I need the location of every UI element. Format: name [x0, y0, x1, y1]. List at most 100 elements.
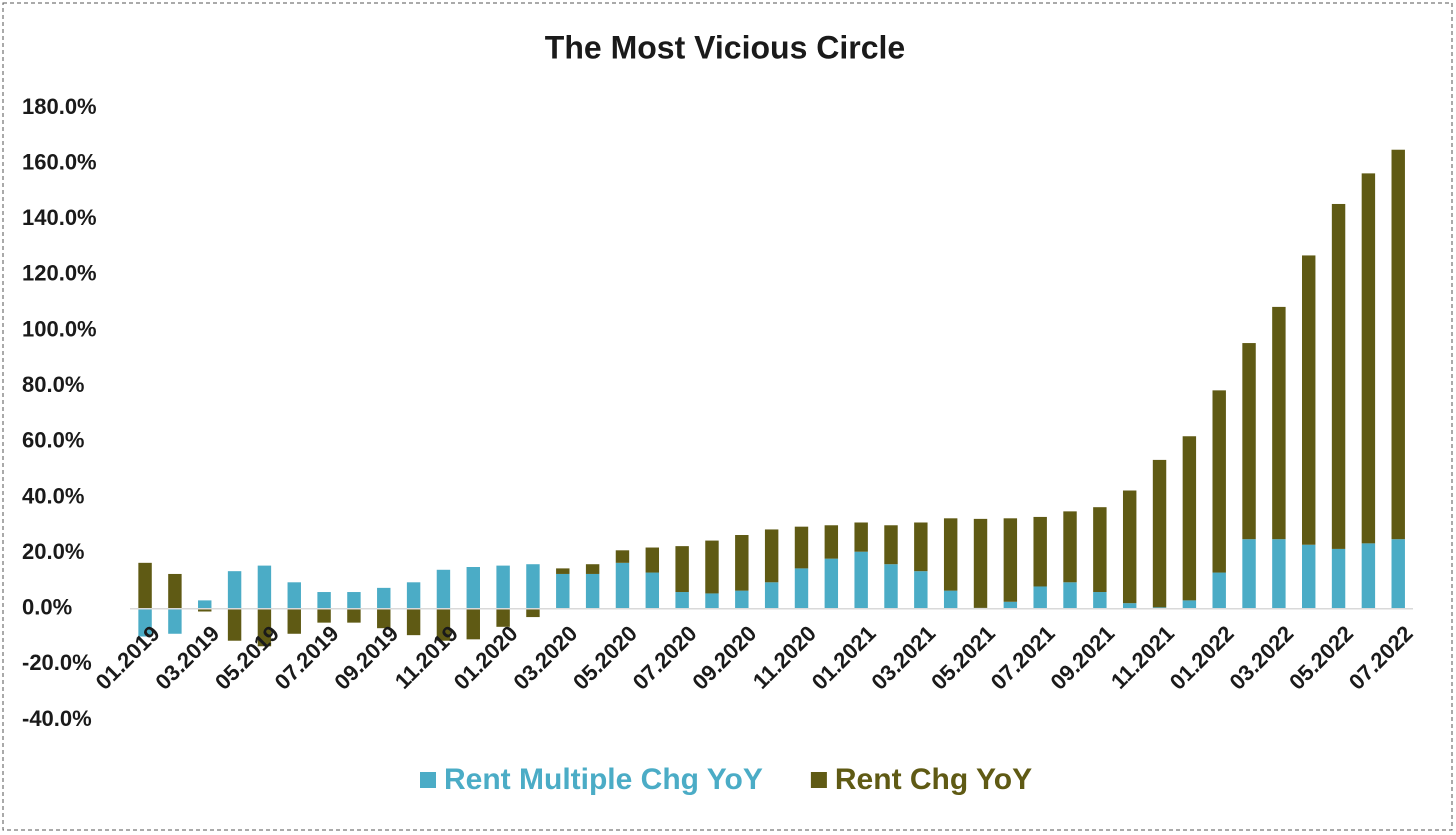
bar [1391, 539, 1405, 609]
bar [227, 571, 242, 609]
bar [1182, 436, 1197, 601]
bar [347, 592, 361, 609]
bar [377, 587, 391, 609]
bar [615, 562, 630, 609]
bar [585, 564, 600, 574]
bar [675, 546, 689, 593]
bar [615, 550, 630, 563]
bar [287, 582, 301, 609]
bar [1331, 203, 1346, 549]
bar [168, 608, 182, 634]
bar [914, 571, 928, 609]
bar [1033, 516, 1047, 587]
bar [168, 573, 182, 609]
bar [645, 572, 660, 609]
bar [257, 608, 272, 647]
bar [466, 567, 480, 609]
y-tick-label: 20.0% [22, 539, 84, 564]
x-tick-label: 07.2019 [270, 621, 344, 695]
bar [973, 518, 988, 608]
x-tick-label: 11.2021 [1106, 621, 1179, 694]
bar [1302, 544, 1316, 609]
x-tick-label: 11.2019 [390, 621, 463, 694]
y-tick-label: 0.0% [22, 595, 72, 620]
bar [1212, 572, 1226, 609]
bar [436, 569, 451, 609]
x-tick-label: 05.2021 [926, 621, 1000, 695]
x-tick-label: 09.2019 [329, 621, 403, 695]
bar [1272, 539, 1286, 609]
bar [526, 608, 540, 618]
bar [198, 608, 212, 612]
x-tick-label: 09.2021 [1045, 621, 1119, 695]
bar [884, 564, 898, 609]
bar [854, 522, 868, 552]
x-tick-label: 01.2020 [449, 621, 523, 695]
y-tick-label: -20.0% [22, 650, 92, 675]
x-tick-label: 07.2022 [1344, 621, 1418, 695]
bar [735, 535, 749, 591]
x-tick-label: 11.2020 [748, 621, 821, 694]
legend-label: Rent Chg YoY [835, 763, 1032, 796]
bar [317, 608, 331, 623]
x-tick-label: 01.2022 [1165, 621, 1239, 695]
bar [406, 608, 421, 636]
bar [227, 608, 242, 641]
x-tick-label: 09.2020 [687, 621, 761, 695]
bar [1033, 586, 1047, 609]
bar [764, 582, 779, 609]
y-tick-label: -40.0% [22, 706, 92, 731]
y-tick-label: 60.0% [22, 428, 84, 453]
bar [436, 608, 451, 641]
bar [645, 547, 660, 573]
x-tick-label: 07.2020 [628, 621, 702, 695]
bar [854, 551, 868, 609]
legend-swatch [810, 772, 827, 788]
bar [914, 522, 928, 572]
y-tick-label: 160.0% [22, 149, 97, 174]
bar [824, 525, 839, 559]
bar [1063, 582, 1077, 609]
bar [1391, 149, 1405, 540]
bar [675, 592, 689, 609]
bar [1003, 518, 1018, 602]
bar [735, 590, 749, 609]
x-tick-label: 01.2021 [807, 621, 881, 695]
bar [943, 590, 958, 609]
x-tick-label: 07.2021 [986, 621, 1060, 695]
chart-title: The Most Vicious Circle [545, 29, 905, 65]
bar [1272, 306, 1286, 540]
y-tick-label: 140.0% [22, 205, 97, 230]
y-tick-label: 100.0% [22, 316, 97, 341]
bar [585, 573, 600, 609]
bar [1063, 511, 1077, 583]
bar [1212, 390, 1226, 573]
bar [705, 593, 719, 609]
bar [138, 562, 152, 609]
x-tick-label: 03.2020 [508, 621, 582, 695]
bar [526, 564, 540, 609]
bar [1361, 543, 1376, 609]
bar [556, 573, 570, 609]
bar [1093, 592, 1107, 609]
bar [943, 518, 958, 591]
x-tick-label: 03.2022 [1224, 621, 1298, 695]
bar [764, 529, 779, 583]
bar [287, 608, 301, 634]
bar [1242, 343, 1256, 540]
bar [794, 526, 809, 569]
legend-swatch [420, 772, 436, 788]
bar [347, 608, 361, 623]
bar [496, 608, 510, 627]
bar [1331, 548, 1346, 609]
bar [257, 565, 272, 609]
bar [1122, 603, 1137, 609]
bar [1242, 539, 1256, 609]
x-tick-label: 01.2019 [91, 621, 165, 695]
legend-label: Rent Multiple Chg YoY [444, 763, 763, 796]
bar [1093, 507, 1107, 593]
bar [705, 540, 719, 594]
x-tick-label: 03.2019 [150, 621, 224, 695]
